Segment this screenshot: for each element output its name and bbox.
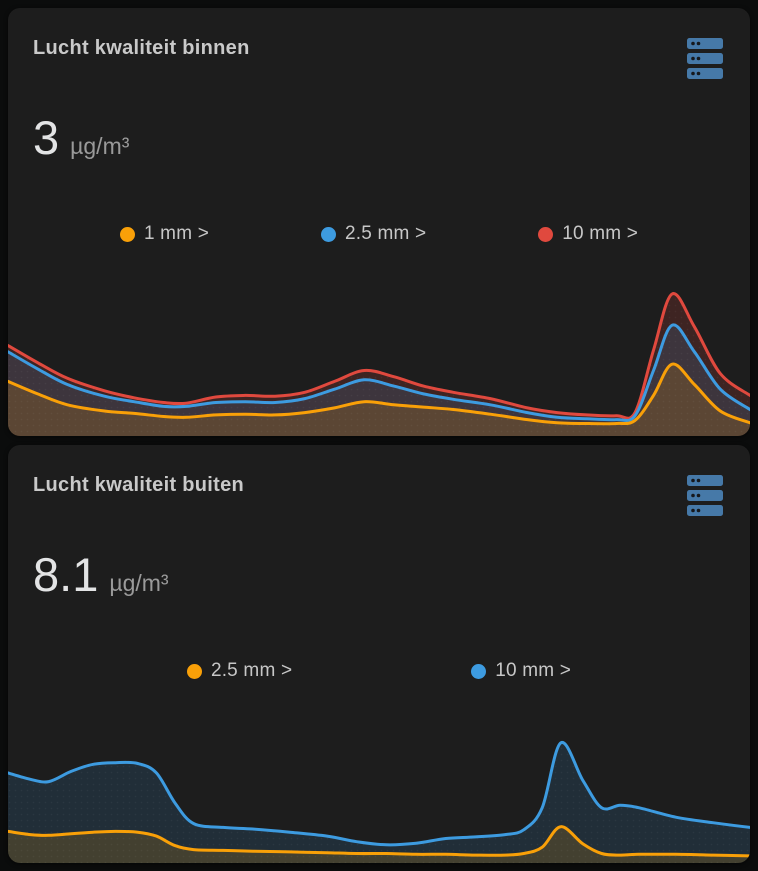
legend-item-label: 2.5 mm > xyxy=(210,660,293,681)
card-title: Lucht kwaliteit buiten xyxy=(33,474,245,496)
sensor-unit: µg/m³ xyxy=(70,133,130,159)
sensor-value: 8.1 xyxy=(33,548,99,601)
server-icon[interactable] xyxy=(686,36,724,80)
chart-legend: 2.5 mm > 10 mm > xyxy=(8,659,750,683)
area-chart-outdoor[interactable] xyxy=(8,705,750,863)
legend-dot-icon xyxy=(186,663,202,679)
legend-item[interactable]: 1 mm > xyxy=(119,223,210,245)
legend-dot-icon xyxy=(538,226,554,242)
legend-item-label: 2.5 mm > xyxy=(344,223,427,244)
legend-item[interactable]: 10 mm > xyxy=(538,223,638,245)
air-quality-outdoor-card: Lucht kwaliteit buiten 8.1 xyxy=(8,445,750,863)
server-icon[interactable] xyxy=(686,473,724,517)
legend-item-label: 1 mm > xyxy=(143,223,210,244)
legend-item[interactable]: 2.5 mm > xyxy=(186,660,293,682)
card-header: Lucht kwaliteit binnen xyxy=(8,8,750,80)
legend-dot-icon xyxy=(471,663,487,679)
chart-legend: 1 mm > 2.5 mm > 10 mm > xyxy=(8,222,750,246)
legend-item[interactable]: 2.5 mm > xyxy=(320,223,427,245)
card-title: Lucht kwaliteit binnen xyxy=(33,37,250,59)
card-header: Lucht kwaliteit buiten xyxy=(8,445,750,517)
legend-dot-icon xyxy=(119,226,135,242)
air-quality-indoor-card: Lucht kwaliteit binnen 3 xyxy=(8,8,750,436)
sensor-value: 3 xyxy=(33,111,60,164)
area-chart-indoor[interactable] xyxy=(8,280,750,436)
sensor-reading: 8.1 µg/m³ xyxy=(8,551,750,598)
legend-item-label: 10 mm > xyxy=(495,660,572,681)
legend-item-label: 10 mm > xyxy=(562,223,639,244)
sensor-unit: µg/m³ xyxy=(109,570,169,596)
sensor-reading: 3 µg/m³ xyxy=(8,114,750,161)
legend-dot-icon xyxy=(320,226,336,242)
legend-item[interactable]: 10 mm > xyxy=(471,660,571,682)
